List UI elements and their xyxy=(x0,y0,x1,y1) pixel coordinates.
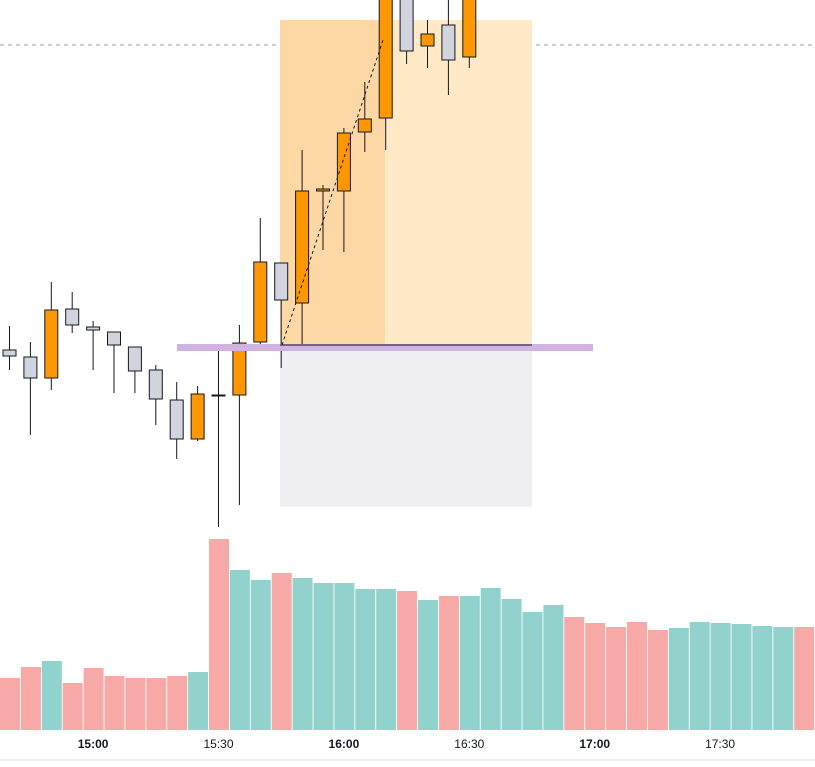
candle-body xyxy=(274,262,289,301)
candle-body xyxy=(357,118,372,133)
candle-body xyxy=(253,261,268,343)
volume-bar xyxy=(794,627,815,730)
volume-bar xyxy=(104,676,125,730)
volume xyxy=(0,539,815,730)
volume-bar xyxy=(397,591,418,730)
volume-bar xyxy=(522,612,543,730)
candles xyxy=(2,0,477,527)
time-label: 15:00 xyxy=(78,737,109,751)
stop-zone xyxy=(280,345,532,507)
volume-bar xyxy=(627,622,647,730)
volume-bar xyxy=(292,578,313,730)
entry-line xyxy=(177,344,593,351)
candle-body xyxy=(169,399,184,440)
volume-bar xyxy=(0,678,20,730)
volume-bar xyxy=(418,600,438,730)
volume-bar xyxy=(334,583,355,730)
volume-bar xyxy=(501,599,522,730)
candle-body xyxy=(86,326,101,331)
candle-body xyxy=(441,24,456,61)
time-label: 16:00 xyxy=(329,737,360,751)
volume-bar xyxy=(250,580,271,730)
volume-bar xyxy=(209,539,229,730)
volume-bar xyxy=(229,570,250,730)
volume-bar xyxy=(41,661,62,730)
volume-bar xyxy=(606,627,627,730)
volume-bar xyxy=(710,623,731,730)
candle-body xyxy=(148,369,163,400)
volume-bar xyxy=(543,605,564,730)
volume-bar xyxy=(83,668,104,730)
time-label: 17:30 xyxy=(705,737,735,751)
volume-bar xyxy=(313,583,334,730)
volume-bar xyxy=(188,672,209,730)
time-label: 17:00 xyxy=(579,737,610,751)
volume-bar xyxy=(271,573,292,730)
candle-body xyxy=(211,394,226,397)
volume-bar xyxy=(459,596,480,730)
volume-bar xyxy=(480,588,501,730)
volume-bar xyxy=(564,617,585,730)
candle-body xyxy=(65,308,80,326)
candle-body xyxy=(232,342,247,396)
volume-bar xyxy=(438,596,459,730)
volume-bar xyxy=(20,667,41,730)
time-label: 15:30 xyxy=(203,737,233,751)
volume-bar xyxy=(167,676,188,730)
time-label: 16:30 xyxy=(454,737,484,751)
candle-body xyxy=(399,0,414,52)
volume-bar xyxy=(689,622,710,730)
volume-bar xyxy=(355,589,376,730)
volume-bar xyxy=(647,630,668,730)
volume-bar xyxy=(585,623,606,730)
candle-body xyxy=(23,356,38,379)
volume-bar xyxy=(752,626,773,730)
volume-bar xyxy=(376,589,397,730)
time-axis: 15:00 15:30 16:00 16:30 17:00 17:30 xyxy=(78,737,736,751)
volume-bar xyxy=(125,678,146,730)
candle-body xyxy=(107,331,121,346)
candle-body xyxy=(316,188,330,192)
volume-bar xyxy=(731,624,752,730)
volume-bar xyxy=(146,678,167,730)
candle-body xyxy=(127,346,142,372)
volume-bar xyxy=(62,683,83,730)
candle-body xyxy=(190,393,205,440)
candle-body xyxy=(44,309,59,379)
candle-body xyxy=(295,190,310,304)
volume-bar xyxy=(668,628,689,730)
candle-body xyxy=(420,33,435,47)
candle-body xyxy=(2,349,17,357)
candle-body xyxy=(462,0,477,58)
candle-body xyxy=(336,132,351,192)
candle-body xyxy=(378,0,393,119)
volume-bar xyxy=(773,627,794,730)
